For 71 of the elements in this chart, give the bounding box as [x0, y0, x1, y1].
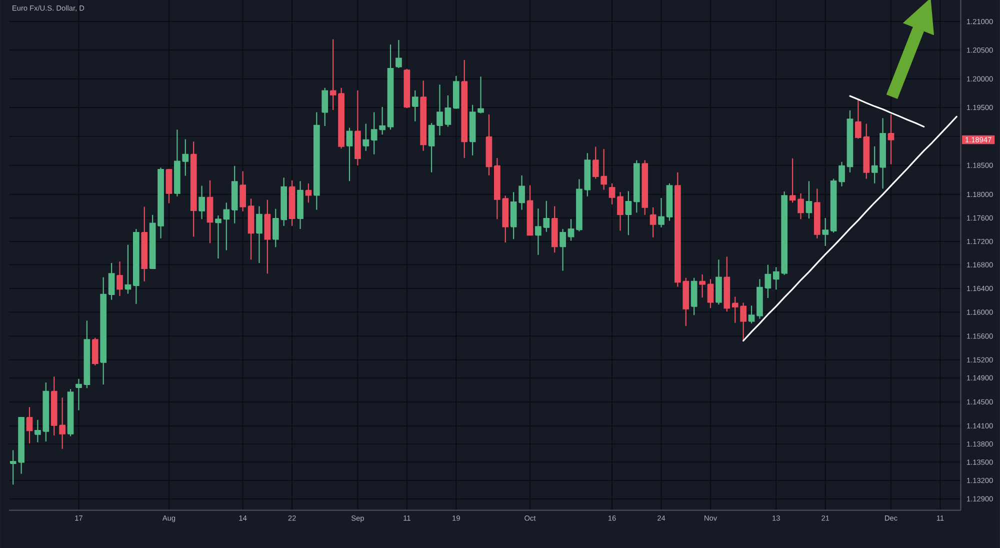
candlestick — [625, 190, 632, 236]
candlestick — [354, 90, 361, 166]
candlestick — [256, 206, 262, 264]
candlestick — [330, 38, 336, 111]
line-series — [849, 95, 925, 128]
candlestick — [814, 188, 820, 239]
candlestick — [141, 206, 148, 282]
candlestick — [305, 182, 312, 204]
candlestick — [658, 197, 664, 228]
candlestick — [84, 320, 90, 389]
candlestick — [198, 185, 205, 220]
candlestick — [190, 141, 197, 238]
candlestick — [116, 260, 123, 297]
candlestick — [699, 274, 706, 298]
candlestick — [724, 256, 730, 312]
candlestick — [158, 167, 164, 239]
candlestick — [264, 199, 271, 274]
candlestick — [764, 264, 772, 299]
candlestick — [452, 75, 460, 110]
candlestick — [428, 122, 435, 173]
line-series — [742, 116, 958, 342]
candlestick — [650, 206, 656, 238]
candlestick — [76, 378, 82, 411]
candlestick — [608, 182, 616, 205]
candlestick — [313, 112, 320, 210]
candlestick — [642, 160, 648, 216]
candlestick — [838, 161, 845, 187]
candlestick — [478, 76, 484, 114]
candlestick — [716, 259, 722, 306]
candlestick — [560, 228, 566, 272]
candlestick — [461, 59, 468, 159]
candlestick — [526, 184, 534, 236]
candlestick — [362, 123, 370, 152]
candlestick — [633, 160, 640, 214]
candlestick — [288, 180, 296, 226]
candlestick — [206, 180, 214, 244]
candlestick — [486, 114, 492, 176]
candlestick — [396, 39, 402, 69]
candlestick — [387, 44, 394, 130]
candlestick — [888, 114, 894, 165]
candlestick — [231, 165, 238, 224]
candlestick — [338, 87, 344, 150]
candlestick — [240, 170, 246, 212]
candlestick — [707, 278, 714, 309]
candlestick — [26, 406, 33, 444]
candlestick — [412, 90, 418, 122]
candlestick — [617, 192, 624, 232]
candlestick — [420, 80, 426, 152]
candlestick — [100, 276, 107, 386]
candlestick — [444, 94, 452, 128]
candlestick — [748, 305, 755, 324]
candlestick — [108, 262, 115, 300]
candlestick — [756, 278, 763, 320]
candlestick — [436, 84, 443, 136]
candlestick — [346, 127, 353, 182]
candlestick — [551, 206, 558, 254]
candlestick — [798, 192, 804, 220]
candlestick — [297, 180, 304, 230]
candlestick — [469, 104, 476, 156]
candlestick — [322, 87, 328, 127]
candlestick — [248, 198, 254, 260]
candlestick — [806, 180, 812, 220]
candlestick — [166, 168, 172, 204]
candlestick — [404, 68, 410, 109]
candlestick — [92, 337, 98, 366]
candlestick — [690, 277, 698, 316]
candlestick — [789, 158, 796, 204]
candlestick — [132, 228, 140, 304]
candlestick — [822, 217, 829, 247]
candlestick — [568, 218, 574, 242]
candlestick — [124, 244, 132, 294]
